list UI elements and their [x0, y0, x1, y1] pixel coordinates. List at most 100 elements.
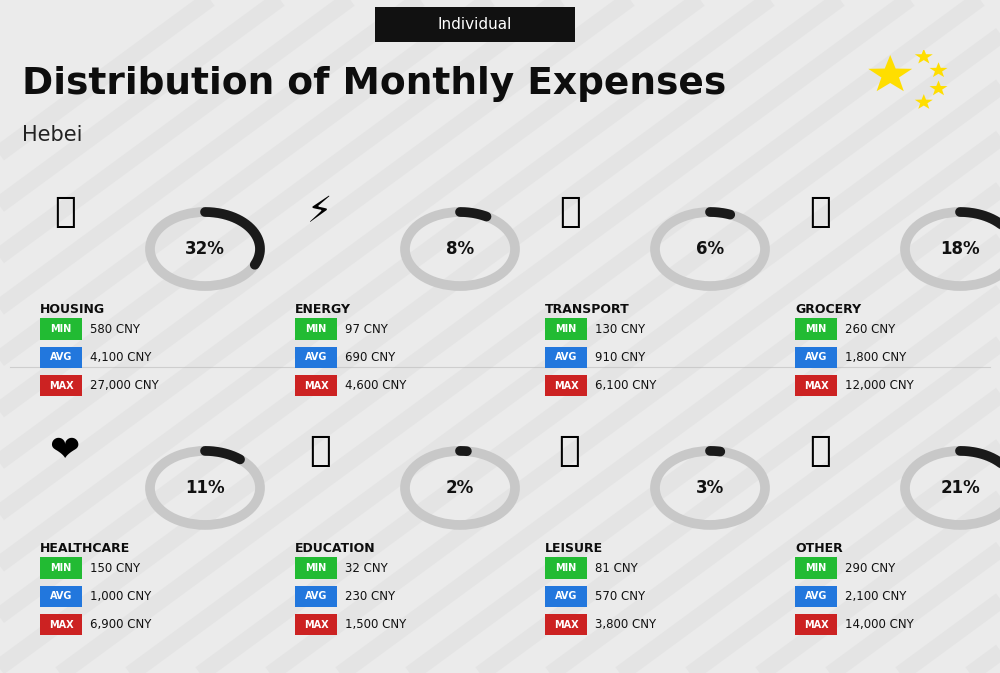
Text: 910 CNY: 910 CNY — [595, 351, 645, 364]
FancyBboxPatch shape — [295, 318, 337, 340]
Text: 1,500 CNY: 1,500 CNY — [345, 618, 406, 631]
Text: 230 CNY: 230 CNY — [345, 590, 395, 603]
FancyBboxPatch shape — [40, 557, 82, 579]
Text: 12,000 CNY: 12,000 CNY — [845, 379, 914, 392]
Text: 8%: 8% — [446, 240, 474, 258]
Text: 4,100 CNY: 4,100 CNY — [90, 351, 151, 364]
Text: MIN: MIN — [805, 563, 827, 573]
Text: 🎓: 🎓 — [309, 434, 331, 468]
Text: 32 CNY: 32 CNY — [345, 561, 388, 575]
Text: MAX: MAX — [49, 381, 73, 390]
Text: 🛒: 🛒 — [809, 195, 831, 229]
FancyBboxPatch shape — [545, 586, 587, 607]
FancyBboxPatch shape — [295, 375, 337, 396]
Text: 570 CNY: 570 CNY — [595, 590, 645, 603]
FancyBboxPatch shape — [40, 347, 82, 368]
FancyBboxPatch shape — [295, 586, 337, 607]
FancyBboxPatch shape — [295, 557, 337, 579]
Text: 3,800 CNY: 3,800 CNY — [595, 618, 656, 631]
FancyBboxPatch shape — [545, 318, 587, 340]
Text: 290 CNY: 290 CNY — [845, 561, 895, 575]
Text: AVG: AVG — [50, 592, 72, 601]
Text: MAX: MAX — [304, 381, 328, 390]
Text: 32%: 32% — [185, 240, 225, 258]
Text: 580 CNY: 580 CNY — [90, 322, 140, 336]
Text: MAX: MAX — [49, 620, 73, 629]
Text: AVG: AVG — [50, 353, 72, 362]
Text: AVG: AVG — [305, 353, 327, 362]
Polygon shape — [930, 63, 947, 77]
Text: HEALTHCARE: HEALTHCARE — [40, 542, 130, 555]
FancyBboxPatch shape — [545, 557, 587, 579]
Text: 🏢: 🏢 — [54, 195, 76, 229]
Text: 4,600 CNY: 4,600 CNY — [345, 379, 406, 392]
Text: MAX: MAX — [554, 381, 578, 390]
Text: AVG: AVG — [805, 592, 827, 601]
Text: 97 CNY: 97 CNY — [345, 322, 388, 336]
FancyBboxPatch shape — [545, 375, 587, 396]
Text: 18%: 18% — [940, 240, 980, 258]
FancyBboxPatch shape — [795, 375, 837, 396]
Text: MIN: MIN — [555, 563, 577, 573]
Text: MAX: MAX — [804, 620, 828, 629]
Text: MAX: MAX — [804, 381, 828, 390]
Text: 2,100 CNY: 2,100 CNY — [845, 590, 906, 603]
FancyBboxPatch shape — [40, 375, 82, 396]
FancyBboxPatch shape — [295, 614, 337, 635]
Text: Distribution of Monthly Expenses: Distribution of Monthly Expenses — [22, 66, 726, 102]
Text: 130 CNY: 130 CNY — [595, 322, 645, 336]
Text: 2%: 2% — [446, 479, 474, 497]
Text: MIN: MIN — [805, 324, 827, 334]
Text: 6,900 CNY: 6,900 CNY — [90, 618, 151, 631]
Text: 1,000 CNY: 1,000 CNY — [90, 590, 151, 603]
Text: AVG: AVG — [305, 592, 327, 601]
Text: 🚌: 🚌 — [559, 195, 581, 229]
Text: TRANSPORT: TRANSPORT — [545, 303, 630, 316]
Text: 💰: 💰 — [809, 434, 831, 468]
Text: 690 CNY: 690 CNY — [345, 351, 395, 364]
Polygon shape — [930, 81, 947, 96]
Text: MAX: MAX — [304, 620, 328, 629]
Text: OTHER: OTHER — [795, 542, 843, 555]
Text: 11%: 11% — [185, 479, 225, 497]
FancyBboxPatch shape — [40, 614, 82, 635]
FancyBboxPatch shape — [795, 347, 837, 368]
Text: ⚡: ⚡ — [307, 195, 333, 229]
Text: MIN: MIN — [555, 324, 577, 334]
Text: AVG: AVG — [555, 592, 577, 601]
Text: 21%: 21% — [940, 479, 980, 497]
FancyBboxPatch shape — [545, 614, 587, 635]
Text: MIN: MIN — [50, 563, 72, 573]
Text: Hebei: Hebei — [22, 125, 82, 145]
Polygon shape — [915, 94, 933, 109]
Text: 3%: 3% — [696, 479, 724, 497]
FancyBboxPatch shape — [545, 347, 587, 368]
FancyBboxPatch shape — [40, 586, 82, 607]
Text: 14,000 CNY: 14,000 CNY — [845, 618, 914, 631]
Text: 6%: 6% — [696, 240, 724, 258]
Text: MIN: MIN — [50, 324, 72, 334]
FancyBboxPatch shape — [795, 586, 837, 607]
Text: 27,000 CNY: 27,000 CNY — [90, 379, 159, 392]
Text: 🛍️: 🛍️ — [559, 434, 581, 468]
Text: MIN: MIN — [305, 563, 327, 573]
Polygon shape — [868, 55, 912, 91]
Text: AVG: AVG — [805, 353, 827, 362]
FancyBboxPatch shape — [795, 557, 837, 579]
Text: GROCERY: GROCERY — [795, 303, 861, 316]
Text: 1,800 CNY: 1,800 CNY — [845, 351, 906, 364]
Text: MIN: MIN — [305, 324, 327, 334]
FancyBboxPatch shape — [295, 347, 337, 368]
Text: ❤️: ❤️ — [50, 434, 80, 468]
Text: ENERGY: ENERGY — [295, 303, 351, 316]
FancyBboxPatch shape — [40, 318, 82, 340]
FancyBboxPatch shape — [375, 7, 575, 42]
Text: EDUCATION: EDUCATION — [295, 542, 376, 555]
FancyBboxPatch shape — [795, 614, 837, 635]
Polygon shape — [915, 48, 933, 63]
Text: AVG: AVG — [555, 353, 577, 362]
Text: 6,100 CNY: 6,100 CNY — [595, 379, 656, 392]
Text: 150 CNY: 150 CNY — [90, 561, 140, 575]
Text: 81 CNY: 81 CNY — [595, 561, 638, 575]
Text: HOUSING: HOUSING — [40, 303, 105, 316]
